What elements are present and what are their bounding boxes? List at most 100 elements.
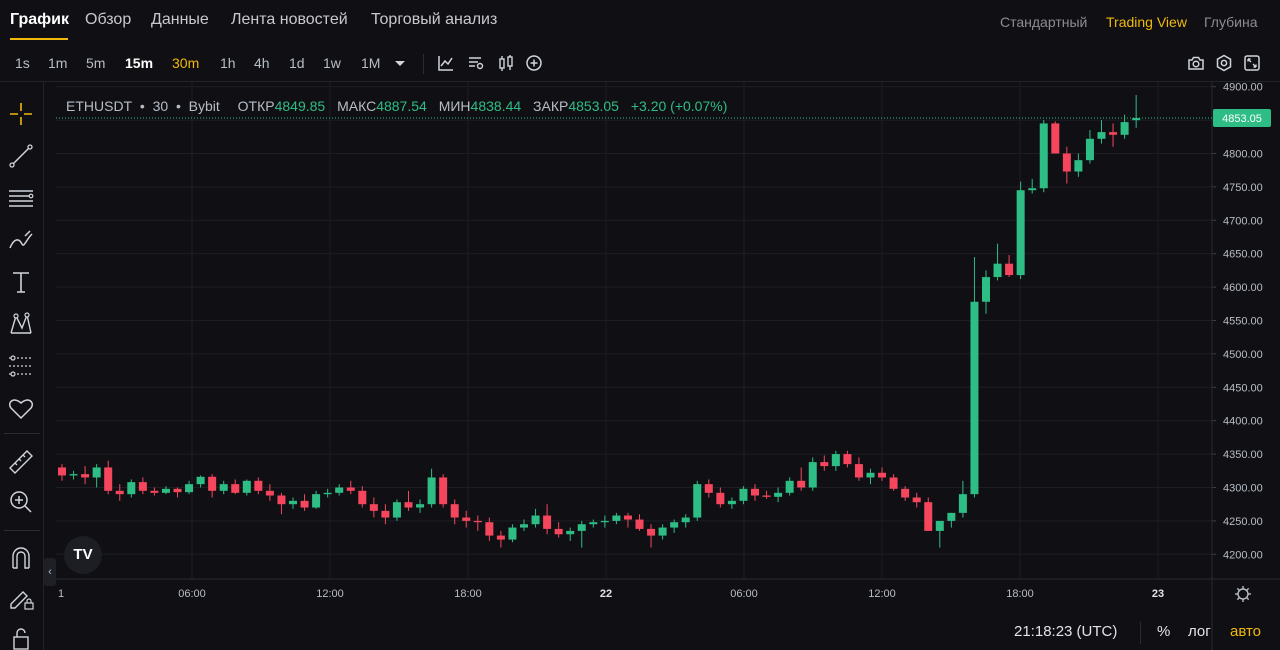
candle-body [693,484,702,518]
settings-icon[interactable] [1213,52,1235,74]
interval-5m[interactable]: 5m [86,55,106,71]
candle-body [242,480,251,493]
heart-icon[interactable] [5,392,37,424]
candle-body [716,492,725,505]
candle-body [1109,132,1118,135]
candle-body [600,520,609,523]
legend-close-value: 4853.05 [568,98,619,114]
candle-body [1085,138,1094,161]
candle-body [416,504,425,508]
interval-1s[interactable]: 1s [15,55,30,71]
candle-body [485,522,494,536]
toolbar-border [0,81,1280,82]
candle-body [1028,188,1037,191]
fullscreen-icon[interactable] [1241,52,1263,74]
tab-news-feed[interactable]: Лента новостей [231,11,348,28]
toolbar-divider [423,54,424,74]
y-tick-label: 4400.00 [1223,416,1263,428]
collapse-toolbar-button[interactable]: ‹ [44,558,56,586]
interval-1d[interactable]: 1d [289,55,305,71]
candle-body [635,519,644,529]
chevron-down-icon[interactable] [389,52,411,74]
candle-body [751,488,759,496]
auto-scale-toggle[interactable]: авто [1230,623,1262,640]
candle-body [58,467,66,476]
prediction-icon[interactable] [5,350,37,382]
candle-body [820,462,829,467]
trend-line-icon[interactable] [5,140,37,172]
zoom-in-icon[interactable] [5,486,37,518]
tradingview-logo[interactable]: TV [64,536,102,574]
lock-drawing-icon[interactable] [5,582,37,614]
add-icon[interactable] [523,52,545,74]
candle-body [381,510,390,518]
candle-style-icon[interactable] [495,52,517,74]
candle-body [462,517,471,521]
candle-body [1074,160,1083,172]
candle-body [623,515,632,520]
candle-body [150,490,159,493]
tab-data[interactable]: Данные [151,11,209,28]
gear-ring [1237,588,1249,600]
view-tab-depth[interactable]: Глубина [1204,14,1258,30]
legend-low-label: МИН [438,98,471,114]
candle-body [739,488,748,501]
toolbar-divider [4,433,40,434]
y-tick-label: 4750.00 [1223,182,1263,194]
candle-body [346,487,355,491]
interval-30m[interactable]: 30m [172,55,200,71]
text-icon[interactable] [5,266,37,298]
candle-body [935,520,944,531]
y-tick-label: 4700.00 [1223,215,1263,227]
percent-scale-toggle[interactable]: % [1157,623,1171,640]
candle-body [254,480,263,491]
candle-body [681,517,690,523]
candle-body [647,528,656,536]
interval-1m[interactable]: 1m [48,55,68,71]
x-tick-label: 23 [1152,588,1164,600]
candlestick-chart[interactable]: 4900.004850.004800.004750.004700.004650.… [56,82,1280,650]
toolbar-divider [4,530,40,531]
tab-overview[interactable]: Обзор [85,11,132,28]
candle-body [554,528,563,535]
tab-chart[interactable]: График [10,11,69,28]
candle-body [161,488,170,493]
magnet-icon[interactable] [5,542,37,574]
indicators-icon[interactable] [435,52,457,74]
candle-body [924,502,933,531]
pattern-icon[interactable] [5,308,37,340]
candle-body [543,515,552,529]
chart-area[interactable]: 4900.004850.004800.004750.004700.004650.… [56,82,1280,650]
interval-4h[interactable]: 4h [254,55,270,71]
candle-body [69,474,78,476]
view-tab-standard[interactable]: Стандартный [1000,14,1088,30]
camera-icon[interactable] [1185,52,1207,74]
brush-icon[interactable] [5,224,37,256]
interval-1w[interactable]: 1w [323,55,341,71]
interval-1M[interactable]: 1M [361,55,381,71]
tab-trading-analysis[interactable]: Торговый анализ [371,11,498,28]
ruler-icon[interactable] [5,446,37,478]
legend-separator: • [172,98,185,114]
gear-tooth [1236,597,1240,601]
candle-body [1051,123,1060,154]
candle-body [508,527,517,540]
view-tab-tradingview[interactable]: Trading View [1106,14,1187,30]
candle-body [889,477,898,489]
candle-body [127,482,136,495]
candle-body [369,504,378,511]
gear-tooth [1246,597,1250,601]
y-tick-label: 4350.00 [1223,449,1263,461]
templates-icon[interactable] [465,52,487,74]
fib-lines-icon[interactable] [5,182,37,214]
log-scale-toggle[interactable]: лог [1188,623,1211,640]
crosshair-icon[interactable] [5,98,37,130]
lock-icon[interactable] [5,622,37,650]
chart-settings-icon[interactable] [1235,586,1251,602]
candle-body [993,263,1002,278]
interval-15m[interactable]: 15m [125,55,154,71]
candle-body [912,497,921,503]
legend-high-label: МАКС [337,98,377,114]
interval-1h[interactable]: 1h [220,55,236,71]
legend-interval: 30 [152,98,169,114]
